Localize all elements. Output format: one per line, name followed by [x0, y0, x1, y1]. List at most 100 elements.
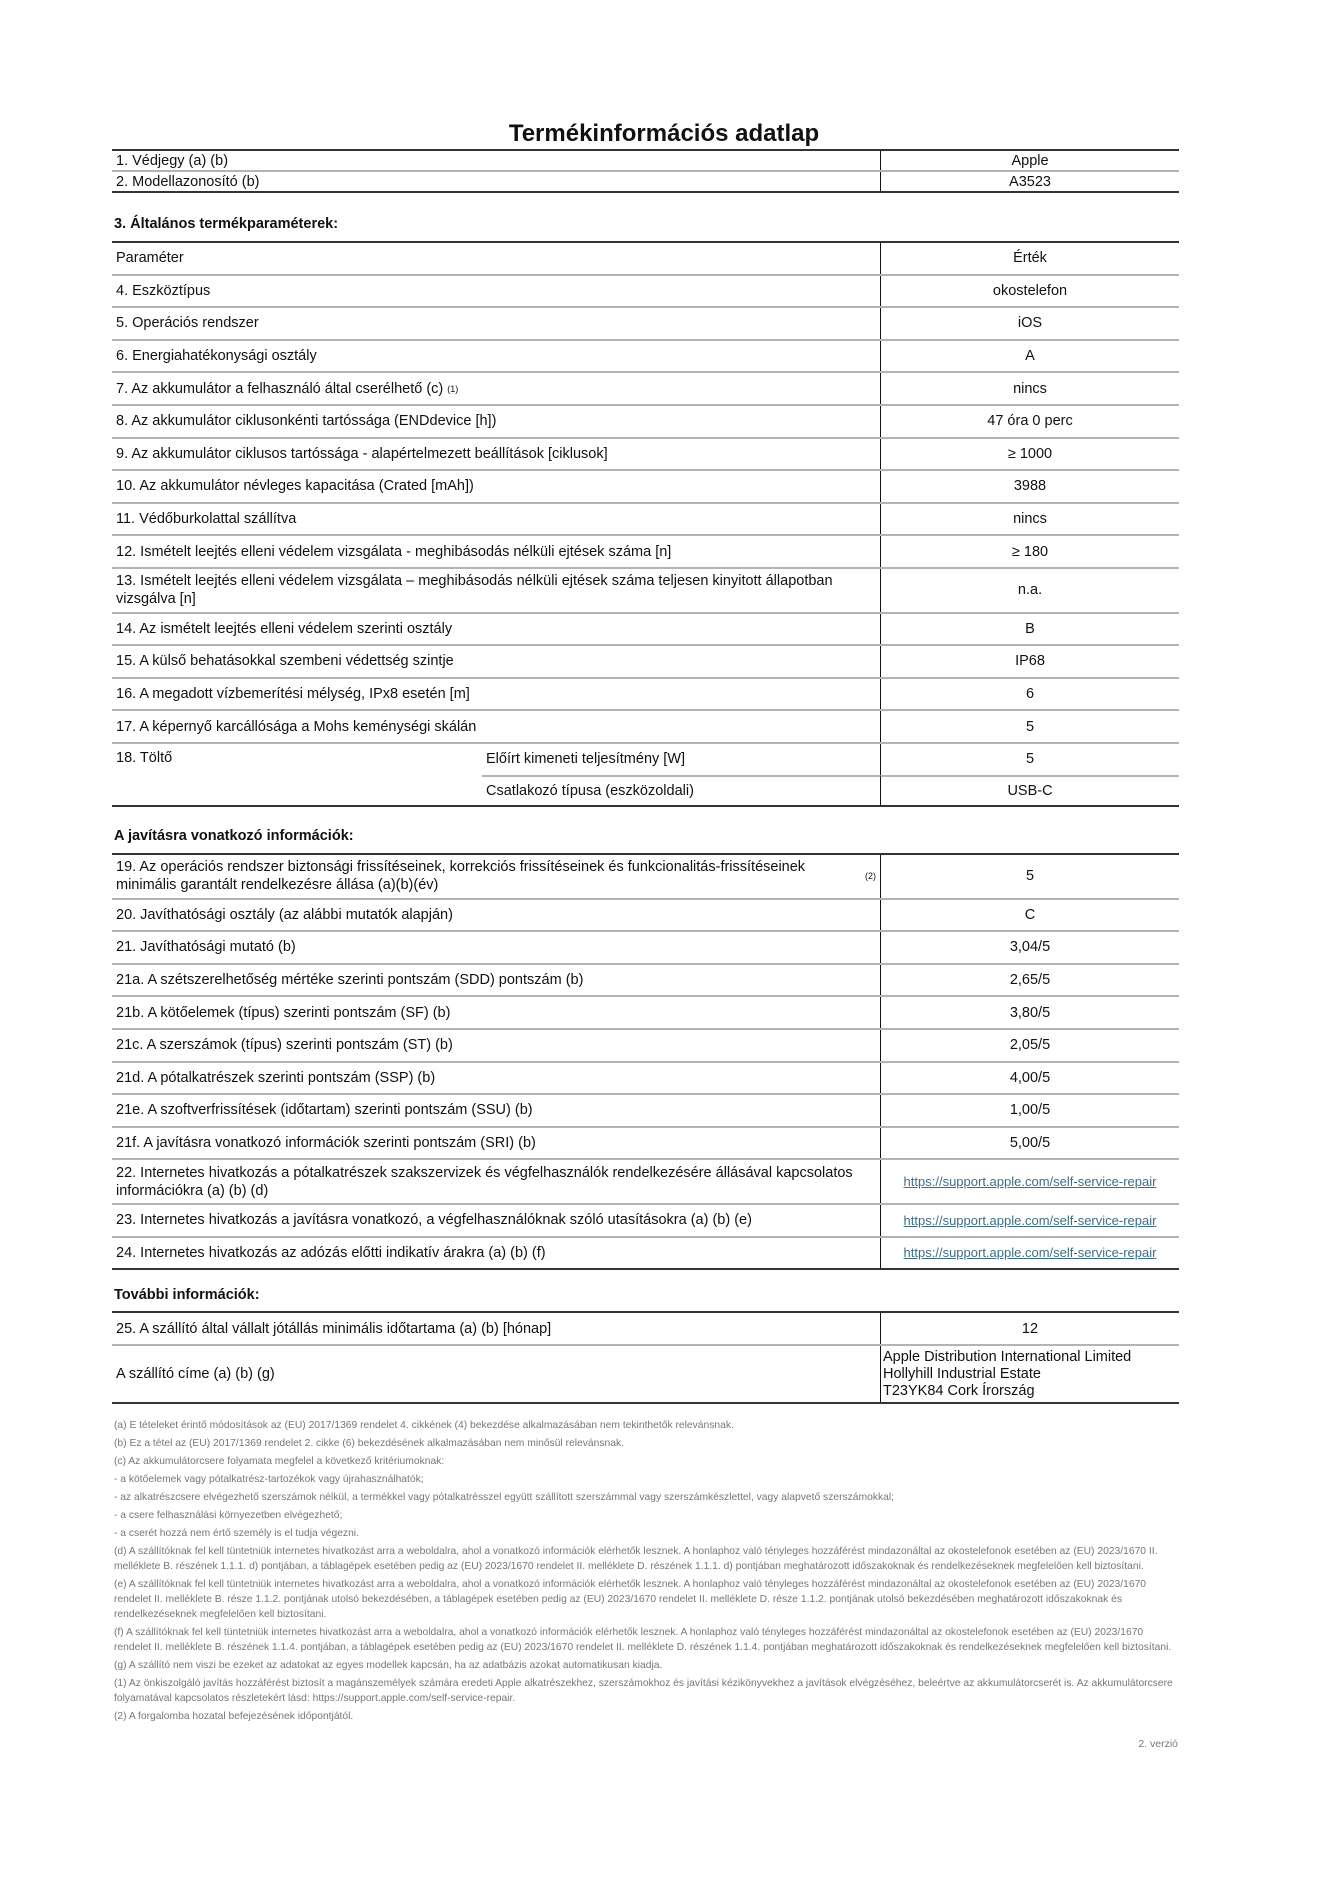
- table-row: 18. Töltő Előírt kimeneti teljesítmény [W…: [112, 741, 1179, 775]
- row-value: C: [880, 899, 1179, 931]
- footnote: (a) E tételeket érintő módosítások az (E…: [114, 1420, 734, 1431]
- table-row: 21c. A szerszámok (típus) szerinti ponts…: [112, 1027, 1179, 1061]
- row-label: 4. Eszköztípus: [112, 276, 880, 307]
- row-label: 21e. A szoftverfrissítések (időtartam) s…: [112, 1095, 880, 1126]
- row-value: 1,00/5: [880, 1095, 1179, 1126]
- table-row: 14. Az ismételt leejtés elleni védelem s…: [112, 611, 1179, 645]
- address-line: T23YK84 Cork Írország: [883, 1382, 1035, 1399]
- row-label-text: 8. Az akkumulátor ciklusonkénti tartóssá…: [116, 413, 497, 430]
- table-row: 20. Javíthatósági osztály (az alábbi mut…: [112, 897, 1179, 931]
- table-row: A szállító címe (a) (b) (g) Apple Distri…: [112, 1344, 1179, 1402]
- table-row: 17. A képernyő karcállósága a Mohs kemén…: [112, 709, 1179, 742]
- row-value: A3523: [880, 172, 1179, 191]
- repair-table: 19. Az operációs rendszer biztonsági fri…: [112, 853, 1179, 1271]
- row-value: n.a.: [880, 568, 1179, 612]
- row-label: 21. Javíthatósági mutató (b): [112, 932, 880, 963]
- row-value: 5,00/5: [880, 1127, 1179, 1159]
- table-row: Csatlakozó típusa (eszközoldali) USB-C: [112, 774, 1179, 806]
- row-label: 1. Védjegy (a) (b): [112, 151, 880, 170]
- footnote-ref: (1): [447, 383, 459, 394]
- row-label: 19. Az operációs rendszer biztonsági fri…: [112, 855, 880, 898]
- supplier-address: Apple Distribution International Limited…: [880, 1346, 1179, 1402]
- row-value: 12: [880, 1313, 1179, 1344]
- support-link[interactable]: https://support.apple.com/self-service-r…: [903, 1245, 1157, 1261]
- row-value: 47 óra 0 perc: [880, 405, 1179, 437]
- row-label-text: 19. Az operációs rendszer biztonsági fri…: [116, 859, 806, 894]
- footnote: (g) A szállító nem viszi be ezeket az ad…: [114, 1660, 663, 1671]
- row-label-text: Paraméter: [116, 250, 184, 267]
- table-row: 19. Az operációs rendszer biztonsági fri…: [112, 855, 1179, 898]
- table-row: 2. Modellazonosító (b) A3523: [112, 170, 1179, 191]
- row-value: 3,04/5: [880, 932, 1179, 963]
- footnote: (e) A szállítóknak fel kell tüntetniük i…: [114, 1579, 1147, 1620]
- charger-label: [112, 775, 482, 806]
- version-label: 2. verzió: [1138, 1738, 1178, 1750]
- row-label-text: 14. Az ismételt leejtés elleni védelem s…: [116, 620, 453, 637]
- table-row: 21b. A kötőelemek (típus) szerinti ponts…: [112, 995, 1179, 1028]
- row-label: 17. A képernyő karcállósága a Mohs kemén…: [112, 711, 880, 742]
- support-link[interactable]: https://support.apple.com/self-service-r…: [903, 1174, 1157, 1190]
- footnote: - a kötőelemek vagy pótalkatrész-tartozé…: [114, 1474, 424, 1485]
- row-value: ≥ 180: [880, 536, 1179, 567]
- row-label: 11. Védőburkolattal szállítva: [112, 504, 880, 535]
- row-label-text: 11. Védőburkolattal szállítva: [116, 511, 297, 528]
- row-label: 12. Ismételt leejtés elleni védelem vizs…: [112, 536, 880, 567]
- row-value: 5: [880, 743, 1179, 775]
- footnote: - a csere felhasználási környezetben elv…: [114, 1510, 343, 1521]
- address-line: Apple Distribution International Limited: [883, 1348, 1132, 1365]
- general-parameters-table: Paraméter Érték 4. Eszköztípus okostelefon 5…: [112, 241, 1179, 808]
- table-row: 22. Internetes hivatkozás a pótalkatrész…: [112, 1158, 1179, 1203]
- footnote: (1) Az önkiszolgáló javítás hozzáférést …: [114, 1678, 1173, 1704]
- row-value: ≥ 1000: [880, 438, 1179, 470]
- row-label: Paraméter: [112, 243, 880, 274]
- table-row: 5. Operációs rendszer iOS: [112, 306, 1179, 339]
- charger-label: 18. Töltő: [116, 749, 173, 766]
- page-title: Termékinformációs adatlap: [508, 120, 820, 147]
- row-label: 24. Internetes hivatkozás az adózás előt…: [112, 1238, 880, 1269]
- row-value: B: [880, 613, 1179, 645]
- address-line: Hollyhill Industrial Estate: [883, 1365, 1041, 1382]
- table-row: Paraméter Érték: [112, 243, 1179, 274]
- row-label: 22. Internetes hivatkozás a pótalkatrész…: [112, 1160, 880, 1203]
- table-row: 25. A szállító által vállalt jótállás mi…: [112, 1313, 1179, 1344]
- row-label-text: 23. Internetes hivatkozás a javításra vo…: [116, 1212, 752, 1229]
- footnote: (c) Az akkumulátorcsere folyamata megfel…: [114, 1456, 445, 1467]
- row-label: 21a. A szétszerelhetőség mértéke szerint…: [112, 965, 880, 996]
- support-link[interactable]: https://support.apple.com/self-service-r…: [903, 1212, 1157, 1228]
- row-label-text: 20. Javíthatósági osztály (az alábbi mut…: [116, 906, 453, 923]
- row-label-text: 15. A külső behatásokkal szembeni védett…: [116, 653, 454, 670]
- row-value: IP68: [880, 646, 1179, 677]
- row-label-text: 1. Védjegy (a) (b): [116, 152, 229, 169]
- row-label: 20. Javíthatósági osztály (az alábbi mut…: [112, 900, 880, 931]
- general-heading: 3. Általános termékparaméterek:: [114, 216, 339, 232]
- row-label-text: 21f. A javításra vonatkozó információk s…: [116, 1135, 536, 1152]
- footnote: (d) A szállítóknak fel kell tüntetniük i…: [114, 1546, 1158, 1572]
- row-label-text: 9. Az akkumulátor ciklusos tartóssága - …: [116, 445, 608, 462]
- row-label-text: 22. Internetes hivatkozás a pótalkatrész…: [116, 1164, 853, 1199]
- row-label: 25. A szállító által vállalt jótállás mi…: [116, 1320, 552, 1337]
- row-label: 23. Internetes hivatkozás a javításra vo…: [112, 1205, 880, 1236]
- row-label-text: 24. Internetes hivatkozás az adózás előt…: [116, 1244, 546, 1261]
- row-label: 9. Az akkumulátor ciklusos tartóssága - …: [112, 439, 880, 470]
- row-label-text: 21. Javíthatósági mutató (b): [116, 939, 296, 956]
- footnote: - a cserét hozzá nem értő személy is el …: [114, 1528, 359, 1539]
- table-row: 9. Az akkumulátor ciklusos tartóssága - …: [112, 436, 1179, 470]
- charger-sub-label: Előírt kimeneti teljesítmény [W]: [486, 751, 686, 768]
- footnote: (b) Ez a tétel az (EU) 2017/1369 rendele…: [114, 1438, 624, 1449]
- row-label: 16. A megadott vízbemerítési mélység, IP…: [112, 679, 880, 710]
- row-value: iOS: [880, 308, 1179, 339]
- row-label-text: 12. Ismételt leejtés elleni védelem vizs…: [116, 543, 672, 560]
- row-label-text: 7. Az akkumulátor a felhasználó által cs…: [116, 380, 444, 397]
- row-label: 21d. A pótalkatrészek szerinti pontszám …: [112, 1063, 880, 1094]
- row-value: 3,80/5: [880, 997, 1179, 1028]
- repair-heading: A javításra vonatkozó információk:: [114, 828, 354, 844]
- table-row: 1. Védjegy (a) (b) Apple: [112, 151, 1179, 170]
- row-value: USB-C: [880, 774, 1179, 806]
- row-value: https://support.apple.com/self-service-r…: [880, 1204, 1179, 1236]
- row-value: 2,65/5: [880, 964, 1179, 996]
- row-value: https://support.apple.com/self-service-r…: [880, 1160, 1179, 1203]
- row-value: okostelefon: [880, 275, 1179, 307]
- footnotes: (a) E tételeket érintő módosítások az (E…: [114, 1418, 1176, 1727]
- row-label-text: 2. Modellazonosító (b): [116, 173, 260, 190]
- row-label: 13. Ismételt leejtés elleni védelem vizs…: [112, 569, 880, 612]
